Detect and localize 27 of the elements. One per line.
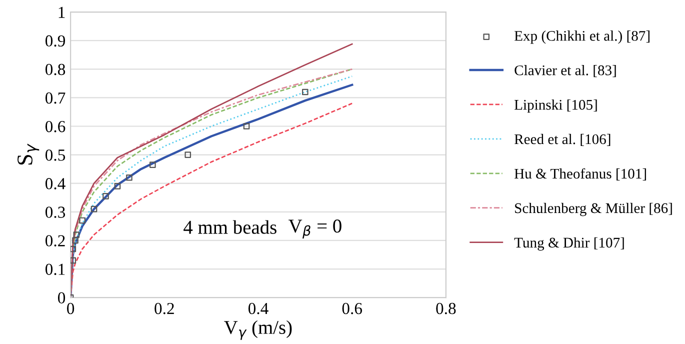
y-tick-label: 1 — [58, 6, 65, 18]
y-tick-label: 0.2 — [45, 235, 65, 246]
y-tick-label: 0.8 — [45, 64, 66, 76]
y-tick-label: 0.6 — [45, 120, 66, 132]
y-tick-label: 0.3 — [45, 206, 66, 218]
legend-label: Lipinski [105] — [514, 99, 597, 113]
y-axis-title: S$_{γ}$ — [18, 144, 40, 165]
legend-label: Reed et al. [106] — [514, 134, 610, 146]
x-tick-label: 0.8 — [436, 302, 456, 314]
y-tick-label: 0.4 — [45, 178, 66, 190]
y-tick-label: 0.7 — [45, 92, 66, 104]
x-tick-label: 0 — [67, 302, 74, 314]
legend-label: Tung & Dhir [107] — [514, 237, 624, 251]
y-tick-label: 0 — [58, 292, 66, 304]
y-tick-label: 0.1 — [45, 264, 65, 276]
x-tick-label: 0.2 — [154, 302, 174, 314]
legend-label: Schulenberg & Müller [86] — [515, 202, 672, 216]
annotation: V$_{β}$ = 0 — [288, 220, 342, 238]
annotation: 4 mm beads — [184, 220, 276, 234]
legend-label: Exp (Chikhi et al.) [87] — [514, 30, 650, 44]
legend-label: Clavier et al. [83] — [514, 64, 616, 78]
x-tick-label: 0.6 — [342, 302, 362, 314]
x-axis-title: V$_{γ}$ (m/s) — [224, 320, 292, 340]
y-tick-label: 0.9 — [45, 35, 66, 47]
y-tick-label: 0.5 — [45, 150, 66, 161]
legend-label: Hu & Theofanus [101] — [514, 168, 646, 180]
x-tick-label: 0.4 — [248, 302, 268, 314]
